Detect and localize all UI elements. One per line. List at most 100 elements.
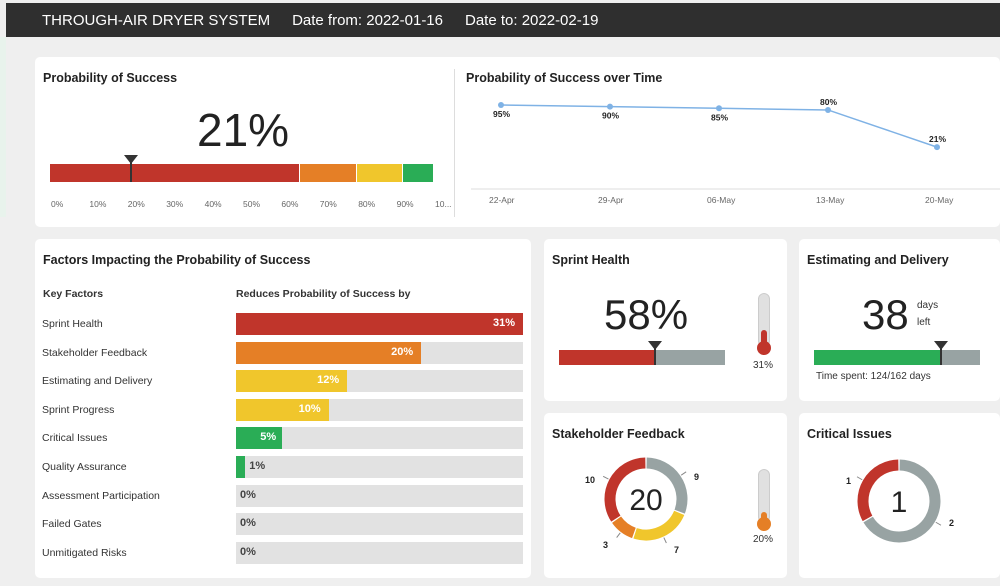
marker-triangle-icon [933, 341, 948, 350]
factor-bar-fill [236, 341, 422, 364]
donut-label: 3 [603, 540, 608, 550]
factor-bar-value: 31% [493, 317, 516, 329]
stakeholder-card: Stakeholder Feedback 9 7 3 10 20 20% [544, 413, 787, 578]
data-label: 21% [929, 134, 946, 144]
sprint-health-value: 58% [604, 291, 689, 338]
sprint-health-card: Sprint Health 58% 31% [544, 239, 787, 401]
probability-tick-label: 80% [358, 199, 376, 209]
factors-card: Factors Impacting the Probability of Suc… [35, 239, 531, 578]
card-divider [454, 69, 455, 217]
marker-triangle-icon [123, 155, 138, 164]
probability-segment [357, 164, 403, 182]
critical-card: Critical Issues 1 2 1 [799, 413, 1000, 578]
date-from[interactable]: Date from: 2022-01-16 [292, 11, 443, 29]
marker-triangle-icon [648, 341, 663, 350]
probability-tick-label: 90% [396, 199, 414, 209]
line-chart: 95% 22-Apr 90% 29-Apr 85% 06-May 80% 13-May 21% 2… [471, 97, 1000, 205]
sprint-health-bar [559, 341, 725, 365]
factor-bar-fill [236, 456, 246, 478]
data-label: 90% [602, 111, 619, 121]
sprint-health-thermometer-icon [757, 293, 771, 357]
probability-tick-label: 40% [204, 199, 222, 209]
donut-leader-line [663, 537, 667, 544]
factor-bar-track[interactable]: 0% [236, 513, 523, 536]
factor-bar-track[interactable]: 31% [236, 313, 523, 335]
factor-bar-track[interactable]: 0% [236, 484, 523, 507]
left-edge-decoration [0, 37, 6, 217]
estimating-marker [933, 341, 948, 365]
estimating-title: Estimating and Delivery [807, 253, 949, 267]
probability-tick-label: 70% [319, 199, 337, 209]
data-point [607, 103, 613, 110]
probability-card: Probability of Success 21% 0% 10% 20% 30% 40… [35, 57, 1000, 227]
estimating-unit-bottom: left [917, 317, 931, 328]
probability-tick-label: 10... [435, 199, 452, 209]
data-point [716, 105, 722, 112]
critical-title: Critical Issues [807, 427, 892, 441]
thermometer-bulb [757, 341, 771, 355]
factor-bar-value: 10% [298, 402, 321, 415]
estimating-card: Estimating and Delivery 38 days left Tim… [799, 239, 1000, 401]
factor-bar-track[interactable]: 12% [236, 370, 523, 393]
critical-donut: 1 2 1 [846, 459, 954, 543]
line-chart-title: Probability of Success over Time [466, 71, 663, 85]
sprint-health-title: Sprint Health [552, 253, 630, 267]
probability-segment [403, 164, 433, 182]
factor-bar-fill [236, 313, 523, 335]
factor-bar-fill [236, 370, 348, 393]
x-tick-label: 29-Apr [598, 195, 624, 205]
data-label: 95% [493, 109, 510, 119]
donut-leader-line [935, 521, 942, 526]
probability-tick-label: 20% [127, 199, 145, 209]
estimating-bar [814, 341, 980, 365]
donut-slice[interactable] [604, 457, 646, 522]
factor-label: Estimating and Delivery [42, 375, 153, 388]
estimating-unit-top: days [917, 300, 939, 311]
probability-marker [123, 155, 138, 182]
donut-leader-line [616, 532, 621, 538]
data-point [498, 102, 504, 108]
donut-slice[interactable] [857, 459, 899, 522]
donut-slice[interactable] [863, 459, 941, 543]
donut-slice[interactable] [612, 516, 637, 539]
sprint-health-bar-fill [559, 350, 656, 365]
factors-title: Factors Impacting the Probability of Suc… [43, 253, 311, 267]
probability-tick-label: 50% [243, 199, 261, 209]
probability-tick-label: 10% [89, 199, 107, 209]
stakeholder-thermo-label: 20% [753, 534, 774, 545]
factor-label: Quality Assurance [42, 461, 127, 473]
factor-label: Unmitigated Risks [42, 546, 127, 559]
stakeholder-donut: 9 7 3 10 20 [585, 457, 699, 553]
system-title: THROUGH-AIR DRYER SYSTEM [42, 11, 271, 29]
factor-bar-value: 12% [317, 374, 340, 387]
factor-label: Assessment Participation [42, 489, 160, 502]
probability-ticks: 0% 10% 20% 30% 40% 50% 60% 70% 80% 90% 10... [50, 199, 452, 211]
factor-label: Critical Issues [42, 432, 108, 445]
donut-slice[interactable] [633, 510, 685, 541]
key-factors-header: Key Factors [43, 288, 104, 300]
sprint-health-marker [648, 341, 663, 365]
time-spent: Time spent: 124/162 days [816, 371, 931, 382]
probability-scale [50, 155, 434, 182]
donut-label: 10 [585, 475, 595, 485]
factor-bar-value: 0% [240, 545, 256, 558]
x-tick-label: 20-May [925, 195, 954, 205]
factor-label: Stakeholder Feedback [42, 346, 148, 359]
x-tick-label: 13-May [816, 195, 845, 205]
probability-tick-label: 30% [166, 199, 184, 209]
factor-bar-track[interactable]: 5% [236, 427, 523, 450]
donut-leader-line [680, 471, 687, 476]
stakeholder-thermometer-icon [757, 469, 771, 533]
factor-bar-track[interactable]: 0% [236, 541, 523, 564]
factor-bar-track[interactable]: 20% [236, 341, 523, 364]
donut-label: 9 [694, 472, 699, 482]
donut-slice[interactable] [646, 457, 688, 514]
factor-bar-value: 20% [391, 345, 414, 358]
date-to[interactable]: Date to: 2022-02-19 [465, 11, 599, 29]
data-point [825, 106, 831, 113]
factor-bar-value: 1% [249, 460, 266, 472]
factor-bar-track[interactable]: 10% [236, 398, 523, 421]
factor-bar-track[interactable]: 1% [236, 456, 523, 478]
estimating-value: 38 [862, 291, 909, 338]
thermometer-bulb [757, 517, 771, 531]
